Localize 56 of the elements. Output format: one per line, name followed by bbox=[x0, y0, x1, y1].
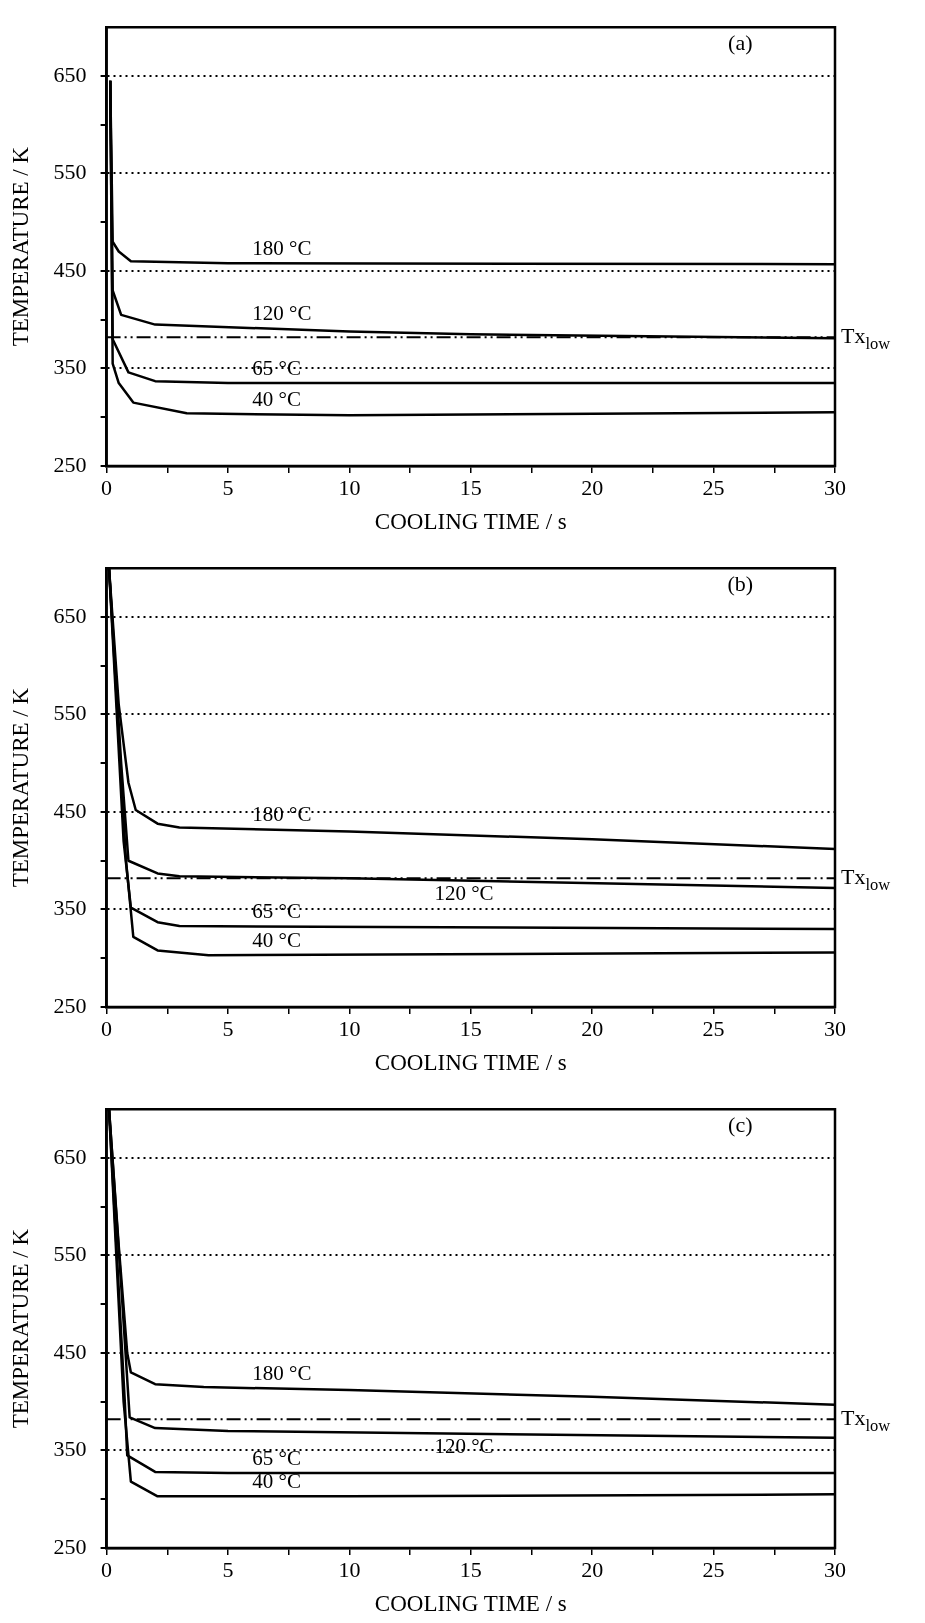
x-tick-label: 15 bbox=[459, 1015, 482, 1041]
x-tick-label: 5 bbox=[222, 1556, 234, 1582]
y-tick-label: 450 bbox=[53, 1338, 87, 1364]
x-tick-label: 5 bbox=[222, 1015, 234, 1041]
y-tick-label: 550 bbox=[53, 1241, 87, 1267]
x-tick-label: 10 bbox=[338, 1556, 361, 1582]
y-tick-label: 350 bbox=[53, 1436, 87, 1462]
x-tick-label: 30 bbox=[824, 1556, 846, 1582]
annotation: (c) bbox=[728, 1111, 753, 1137]
x-axis-title: COOLING TIME / s bbox=[374, 1591, 567, 1617]
x-tick-label: 20 bbox=[581, 1015, 604, 1041]
series-label: 40 °C bbox=[252, 1469, 301, 1494]
y-axis-title: TEMPERATURE / K bbox=[7, 687, 33, 888]
x-tick-label: 10 bbox=[338, 474, 361, 500]
series-label: 120 °C bbox=[434, 1434, 494, 1459]
y-tick-label: 450 bbox=[53, 797, 87, 823]
x-tick-label: 30 bbox=[824, 1015, 846, 1041]
series-label: 180 °C bbox=[252, 236, 312, 261]
x-tick-label: 20 bbox=[581, 474, 604, 500]
x-tick-label: 25 bbox=[702, 474, 725, 500]
y-tick-label: 250 bbox=[53, 1533, 87, 1559]
y-tick-label: 650 bbox=[53, 602, 87, 628]
annotation: (a) bbox=[728, 29, 753, 55]
annotation: (b) bbox=[727, 570, 754, 596]
series-label: 65 °C bbox=[252, 356, 301, 381]
y-axis-title: TEMPERATURE / K bbox=[7, 1228, 33, 1429]
series-label: 65 °C bbox=[252, 1445, 301, 1470]
y-tick-label: 650 bbox=[53, 1143, 87, 1169]
y-axis-title: TEMPERATURE / K bbox=[7, 146, 33, 347]
y-tick-label: 550 bbox=[53, 159, 87, 185]
x-axis-title: COOLING TIME / s bbox=[374, 509, 567, 535]
x-tick-label: 20 bbox=[581, 1556, 604, 1582]
y-tick-label: 350 bbox=[53, 354, 87, 380]
x-tick-label: 25 bbox=[702, 1556, 725, 1582]
x-axis-title: COOLING TIME / s bbox=[374, 1050, 567, 1076]
series-label: 40 °C bbox=[252, 928, 301, 953]
series-label: 40 °C bbox=[252, 387, 301, 412]
x-tick-label: 15 bbox=[459, 474, 482, 500]
y-tick-label: 650 bbox=[53, 61, 87, 87]
x-tick-label: 30 bbox=[824, 474, 846, 500]
x-tick-label: 5 bbox=[222, 474, 234, 500]
series-label: 180 °C bbox=[252, 1361, 312, 1386]
y-tick-label: 450 bbox=[53, 256, 87, 282]
y-tick-label: 250 bbox=[53, 992, 87, 1018]
series-label: 65 °C bbox=[252, 899, 301, 924]
series-label: 120 °C bbox=[434, 881, 494, 906]
x-tick-label: 0 bbox=[101, 474, 113, 500]
x-tick-label: 25 bbox=[702, 1015, 725, 1041]
y-tick-label: 250 bbox=[53, 451, 87, 477]
y-tick-label: 550 bbox=[53, 700, 87, 726]
x-tick-label: 0 bbox=[101, 1556, 113, 1582]
x-tick-label: 15 bbox=[459, 1556, 482, 1582]
y-tick-label: 350 bbox=[53, 895, 87, 921]
x-tick-label: 10 bbox=[338, 1015, 361, 1041]
x-tick-label: 0 bbox=[101, 1015, 113, 1041]
series-label: 120 °C bbox=[252, 301, 312, 326]
